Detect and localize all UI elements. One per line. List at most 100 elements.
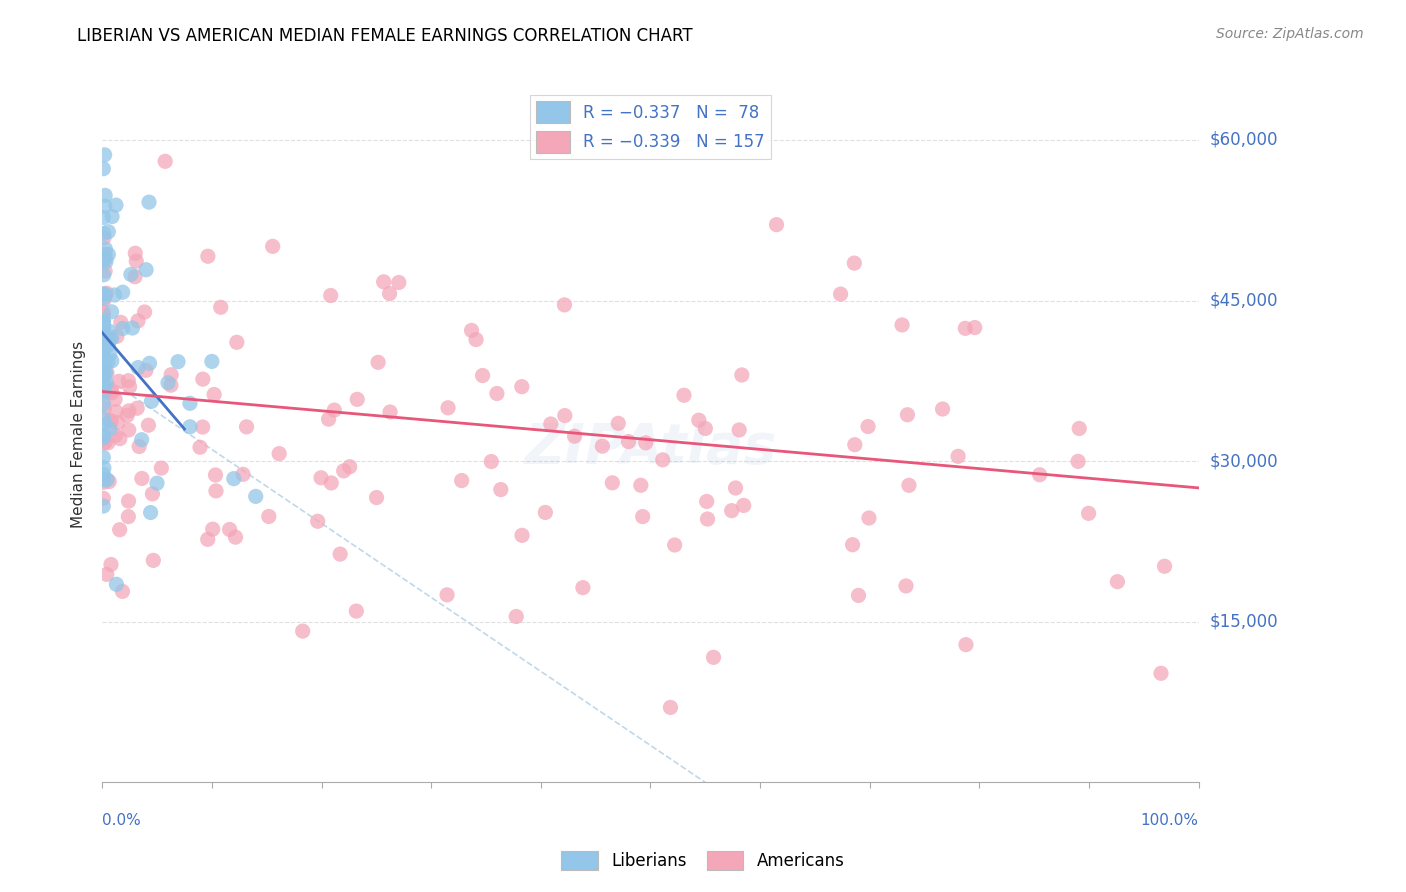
- Point: [101, 210, 124, 224]
- Point: [111, 584, 134, 599]
- Text: $45,000: $45,000: [1211, 292, 1278, 310]
- Point: [124, 246, 146, 260]
- Point: [104, 198, 127, 212]
- Point: [262, 239, 284, 253]
- Point: [108, 523, 131, 537]
- Point: [97, 384, 120, 399]
- Point: [138, 418, 160, 433]
- Point: [105, 329, 128, 343]
- Point: [97, 247, 120, 261]
- Point: [108, 432, 131, 446]
- Point: [96, 567, 118, 582]
- Y-axis label: Median Female Earnings: Median Female Earnings: [72, 341, 86, 528]
- Point: [963, 320, 986, 334]
- Point: [94, 254, 117, 268]
- Point: [1067, 454, 1090, 468]
- Point: [91, 343, 114, 358]
- Point: [91, 332, 114, 346]
- Point: [731, 368, 754, 382]
- Point: [91, 376, 114, 391]
- Point: [564, 429, 586, 443]
- Point: [489, 483, 512, 497]
- Point: [553, 298, 575, 312]
- Point: [205, 483, 228, 498]
- Point: [110, 315, 132, 329]
- Point: [602, 475, 624, 490]
- Point: [91, 364, 114, 378]
- Point: [91, 450, 114, 465]
- Point: [631, 509, 654, 524]
- Point: [1069, 421, 1091, 435]
- Point: [94, 252, 117, 266]
- Point: [465, 333, 488, 347]
- Point: [765, 218, 787, 232]
- Point: [202, 387, 225, 401]
- Point: [94, 434, 117, 449]
- Point: [450, 474, 472, 488]
- Point: [91, 397, 114, 411]
- Point: [117, 509, 139, 524]
- Point: [505, 609, 527, 624]
- Point: [93, 461, 115, 475]
- Point: [224, 530, 246, 544]
- Point: [131, 433, 153, 447]
- Point: [339, 459, 361, 474]
- Point: [100, 558, 122, 572]
- Point: [141, 487, 163, 501]
- Point: [373, 275, 395, 289]
- Point: [309, 471, 332, 485]
- Point: [955, 321, 977, 335]
- Point: [378, 405, 401, 419]
- Point: [160, 368, 183, 382]
- Point: [104, 428, 127, 442]
- Point: [146, 476, 169, 491]
- Point: [733, 499, 755, 513]
- Point: [96, 366, 118, 380]
- Point: [332, 464, 354, 478]
- Point: [91, 428, 114, 442]
- Point: [93, 211, 115, 225]
- Point: [153, 154, 176, 169]
- Point: [97, 355, 120, 369]
- Point: [388, 276, 411, 290]
- Point: [91, 344, 114, 359]
- Point: [91, 313, 114, 327]
- Point: [91, 291, 114, 305]
- Point: [91, 491, 114, 506]
- Point: [841, 538, 863, 552]
- Text: 100.0%: 100.0%: [1140, 813, 1199, 828]
- Point: [93, 321, 115, 335]
- Point: [91, 338, 114, 352]
- Point: [104, 288, 127, 302]
- Point: [91, 305, 114, 319]
- Point: [378, 286, 401, 301]
- Point: [96, 286, 118, 301]
- Point: [121, 321, 143, 335]
- Point: [93, 287, 115, 301]
- Point: [127, 314, 149, 328]
- Point: [93, 326, 115, 341]
- Point: [94, 366, 117, 380]
- Legend: Liberians, Americans: Liberians, Americans: [554, 844, 852, 877]
- Point: [218, 523, 240, 537]
- Point: [591, 439, 613, 453]
- Point: [720, 503, 742, 517]
- Point: [534, 505, 557, 519]
- Point: [117, 374, 139, 388]
- Point: [131, 471, 153, 485]
- Point: [100, 331, 122, 345]
- Point: [856, 419, 879, 434]
- Point: [630, 478, 652, 492]
- Point: [127, 401, 149, 416]
- Point: [1107, 574, 1129, 589]
- Point: [94, 199, 117, 213]
- Point: [98, 333, 121, 347]
- Point: [724, 481, 747, 495]
- Point: [93, 436, 115, 450]
- Point: [156, 376, 179, 390]
- Point: [179, 419, 201, 434]
- Text: $60,000: $60,000: [1211, 131, 1278, 149]
- Point: [115, 409, 138, 423]
- Point: [179, 396, 201, 410]
- Point: [651, 453, 673, 467]
